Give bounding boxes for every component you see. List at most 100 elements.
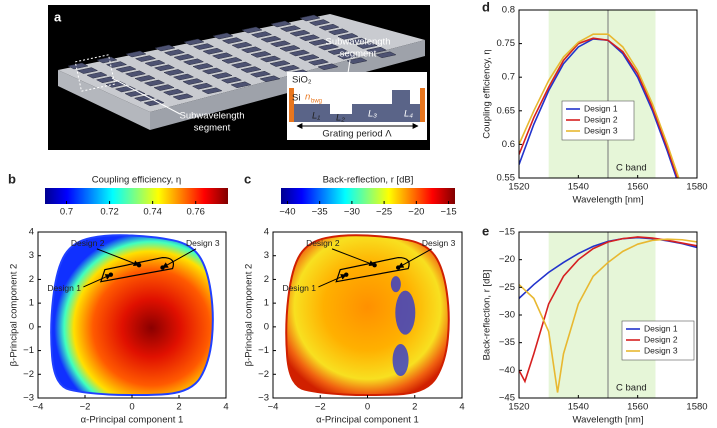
grating-tooth — [230, 61, 253, 69]
grating-tooth — [124, 90, 146, 97]
grating-tooth — [327, 48, 349, 55]
grating-tooth — [308, 39, 330, 46]
colorbar-tick-label: −20 — [408, 207, 424, 218]
grating-tooth — [183, 38, 205, 46]
grating-tooth — [144, 59, 166, 67]
y-tick-label: −30 — [499, 310, 515, 321]
design-point — [396, 265, 401, 270]
legend-label: Design 3 — [644, 345, 678, 355]
line — [519, 33, 680, 178]
grating-tooth — [241, 26, 263, 34]
y-tick-label: 1 — [29, 298, 34, 309]
low-reflection-patch — [392, 344, 409, 377]
grating-tooth — [250, 31, 273, 38]
colorbar-tick-label: 0.74 — [143, 207, 162, 218]
legend-label: Design 2 — [644, 334, 678, 344]
design-arrow — [83, 274, 112, 288]
x-tick-label: 1540 — [568, 402, 589, 413]
grating-tooth — [240, 46, 263, 54]
grating-tooth — [269, 60, 291, 67]
inset-waveguide — [294, 90, 420, 122]
colorbar-title: Coupling efficiency, η — [92, 175, 181, 186]
y-tick-label: 0.75 — [497, 38, 516, 49]
grating-tooth — [172, 73, 195, 81]
grating-tooth — [346, 37, 369, 45]
x-tick-label: 1520 — [508, 402, 529, 413]
legend-label: Design 2 — [584, 114, 618, 124]
grating-tooth — [182, 78, 204, 85]
grating-tooth — [298, 54, 320, 61]
density-cloud — [285, 234, 450, 397]
grating-tooth — [336, 52, 359, 60]
callout-bottom: Subwavelength — [180, 111, 245, 122]
y-tick-label: −35 — [499, 337, 515, 348]
panel-label: e — [482, 223, 489, 238]
grating-tooth — [279, 25, 302, 32]
x-tick-label: 1560 — [627, 402, 648, 413]
y-tick-label: 3 — [29, 250, 34, 261]
segment-box — [74, 54, 116, 92]
grating-tooth — [96, 56, 118, 64]
design-arrow — [331, 248, 376, 267]
grating-tooth — [231, 41, 253, 49]
inset-cladding: SiO₂ — [292, 75, 312, 86]
design-arrow — [96, 248, 140, 267]
inset-index-sub: bwg — [311, 99, 322, 105]
y-tick-label: 4 — [29, 227, 34, 238]
grating-tooth — [250, 51, 272, 58]
y-axis-label: Back-reflection, r [dB] — [482, 270, 493, 361]
y-axis-label: Coupling efficiency, η — [482, 49, 493, 138]
inset-strip — [420, 88, 425, 122]
grating-tooth — [191, 82, 214, 90]
grating-tooth — [327, 28, 350, 36]
x-tick-label: 1580 — [686, 182, 707, 193]
design-label: Design 2 — [306, 238, 340, 248]
grating-tooth — [172, 93, 194, 101]
grating-tooth — [201, 87, 223, 95]
y-tick-label: −3 — [258, 393, 269, 404]
panel-label: b — [8, 171, 16, 186]
grating-tooth — [162, 88, 185, 96]
band-label: C band — [616, 383, 647, 394]
y-tick-label: 3 — [264, 250, 269, 261]
grating-tooth — [375, 51, 397, 59]
grating-tooth — [221, 37, 244, 44]
grating-tooth — [134, 75, 156, 82]
x-tick-label: 4 — [459, 402, 464, 413]
x-axis-label: Wavelength [nm] — [573, 415, 644, 426]
grating-tooth — [318, 23, 340, 31]
inset-core: Si — [292, 93, 300, 104]
design-label: Design 3 — [186, 238, 220, 248]
grating-tooth — [76, 67, 99, 74]
callout-top: segment — [340, 49, 377, 60]
grating-tooth — [317, 43, 340, 51]
x-axis-label: Wavelength [nm] — [573, 195, 644, 206]
colorbar — [45, 188, 228, 204]
grating-tooth — [211, 72, 233, 79]
grating-tooth — [288, 49, 311, 57]
callout-line — [111, 77, 181, 115]
grating-tooth — [307, 58, 330, 66]
legend-label: Design 3 — [584, 125, 618, 135]
density-cloud — [50, 234, 214, 397]
grating-tooth — [163, 69, 185, 76]
grating-tooth — [279, 45, 301, 52]
design-loop — [335, 256, 410, 283]
grating-tooth — [201, 67, 224, 75]
grating-tooth — [346, 57, 368, 65]
y-tick-label: −20 — [499, 254, 515, 265]
x-tick-label: −4 — [268, 402, 279, 413]
colorbar-tick-label: 0.76 — [186, 207, 205, 218]
x-tick-label: 0 — [129, 402, 134, 413]
grating-tooth — [365, 46, 388, 54]
grating-tooth — [356, 42, 378, 49]
grating-tooth — [154, 44, 176, 52]
grating-tooth — [337, 33, 359, 40]
inset-period: Grating period Λ — [322, 129, 392, 140]
grating-tooth — [221, 57, 243, 64]
grating-tooth — [192, 63, 214, 70]
y-tick-label: −25 — [499, 282, 515, 293]
grating-tooth — [240, 66, 262, 73]
y-tick-label: 4 — [264, 227, 269, 238]
